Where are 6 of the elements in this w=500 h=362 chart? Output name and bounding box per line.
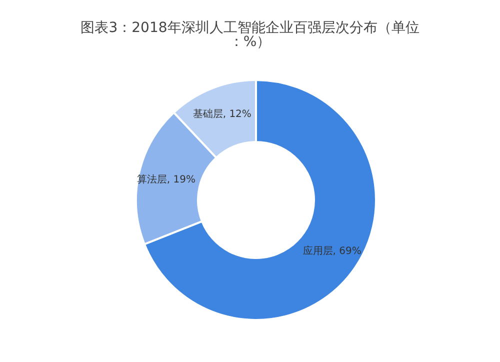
slice-label: 应用层 [302,245,333,258]
chart-title: 图表3：2018年深圳人工智能企业百强层次分布（单位：%） [80,20,420,50]
data-label: , 19% [166,174,196,186]
data-label: , 12% [222,108,252,120]
data-label: , 69% [332,246,362,258]
slice-label: 基础层 [192,108,223,120]
